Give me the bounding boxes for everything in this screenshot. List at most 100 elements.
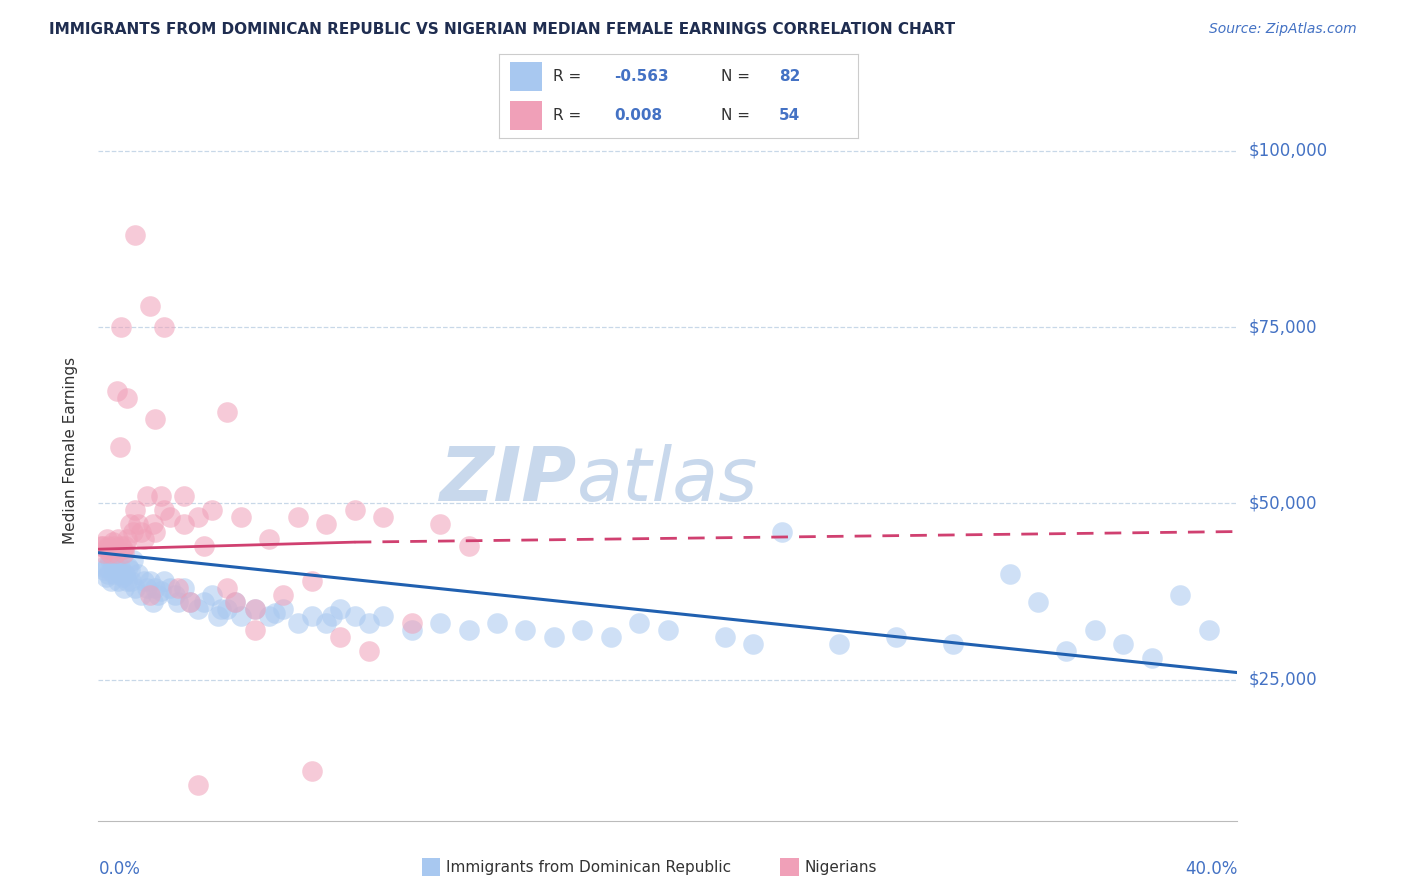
Point	[141, 595, 163, 609]
Point	[93, 546, 115, 560]
Point	[1084, 624, 1107, 638]
Point	[98, 553, 121, 567]
Point	[401, 616, 423, 631]
Point	[187, 778, 209, 792]
Point	[98, 546, 121, 560]
Point	[135, 489, 157, 503]
Y-axis label: Median Female Earnings: Median Female Earnings	[63, 357, 77, 544]
Point	[105, 384, 128, 398]
Point	[264, 606, 287, 620]
Point	[100, 542, 122, 557]
Point	[1112, 637, 1135, 651]
Point	[107, 532, 129, 546]
Point	[150, 489, 173, 503]
Point	[209, 602, 232, 616]
Point	[124, 228, 146, 243]
Point	[315, 616, 337, 631]
Text: 0.0%: 0.0%	[98, 860, 141, 878]
Point	[114, 539, 136, 553]
Point	[115, 391, 138, 405]
Point	[357, 616, 380, 631]
Point	[1198, 624, 1220, 638]
Point	[287, 510, 309, 524]
Point	[121, 524, 143, 539]
Point	[301, 764, 323, 779]
Point	[401, 624, 423, 638]
Point	[187, 602, 209, 616]
Text: R =: R =	[553, 108, 586, 123]
Text: N =: N =	[721, 69, 755, 84]
Text: N =: N =	[721, 108, 755, 123]
Point	[224, 595, 246, 609]
Point	[273, 588, 295, 602]
Point	[714, 630, 737, 644]
Point	[215, 602, 238, 616]
Point	[357, 644, 380, 658]
Point	[173, 489, 195, 503]
Point	[108, 559, 131, 574]
Point	[91, 539, 114, 553]
Point	[201, 588, 224, 602]
Point	[243, 624, 266, 638]
Point	[193, 595, 215, 609]
Point	[121, 553, 143, 567]
Point	[129, 524, 152, 539]
FancyBboxPatch shape	[510, 62, 543, 91]
Point	[343, 609, 366, 624]
Point	[101, 556, 124, 570]
Point	[112, 546, 135, 560]
Text: $100,000: $100,000	[1249, 142, 1327, 160]
Point	[124, 503, 146, 517]
Point	[287, 616, 309, 631]
Point	[167, 595, 190, 609]
Point	[321, 609, 343, 624]
Text: $25,000: $25,000	[1249, 671, 1317, 689]
Point	[115, 532, 138, 546]
Point	[127, 566, 149, 581]
Point	[243, 602, 266, 616]
Point	[114, 566, 136, 581]
Text: 82: 82	[779, 69, 800, 84]
Point	[429, 616, 451, 631]
Text: ZIP: ZIP	[440, 443, 576, 516]
Text: 40.0%: 40.0%	[1185, 860, 1237, 878]
Point	[138, 574, 160, 588]
Text: R =: R =	[553, 69, 586, 84]
Point	[111, 570, 134, 584]
Point	[104, 546, 127, 560]
Point	[343, 503, 366, 517]
Point	[315, 517, 337, 532]
Text: Nigerians: Nigerians	[804, 861, 877, 875]
Point	[229, 609, 252, 624]
Point	[301, 574, 323, 588]
Point	[90, 539, 112, 553]
Point	[429, 517, 451, 532]
Point	[1026, 595, 1049, 609]
Text: Immigrants from Dominican Republic: Immigrants from Dominican Republic	[446, 861, 731, 875]
Point	[515, 624, 537, 638]
Point	[100, 574, 122, 588]
Point	[628, 616, 651, 631]
Point	[187, 510, 209, 524]
Point	[118, 517, 141, 532]
Point	[127, 517, 149, 532]
Text: $50,000: $50,000	[1249, 494, 1317, 512]
Point	[94, 542, 117, 557]
Point	[115, 574, 138, 588]
Point	[1140, 651, 1163, 665]
Text: 54: 54	[779, 108, 800, 123]
Point	[104, 559, 127, 574]
Point	[1170, 588, 1192, 602]
Point	[942, 637, 965, 651]
Point	[110, 539, 132, 553]
Point	[571, 624, 593, 638]
Point	[153, 574, 176, 588]
Point	[111, 542, 134, 557]
Point	[215, 405, 238, 419]
Point	[657, 624, 679, 638]
Text: -0.563: -0.563	[614, 69, 668, 84]
Point	[118, 563, 141, 577]
Point	[145, 581, 167, 595]
Point	[153, 320, 176, 334]
Point	[486, 616, 509, 631]
